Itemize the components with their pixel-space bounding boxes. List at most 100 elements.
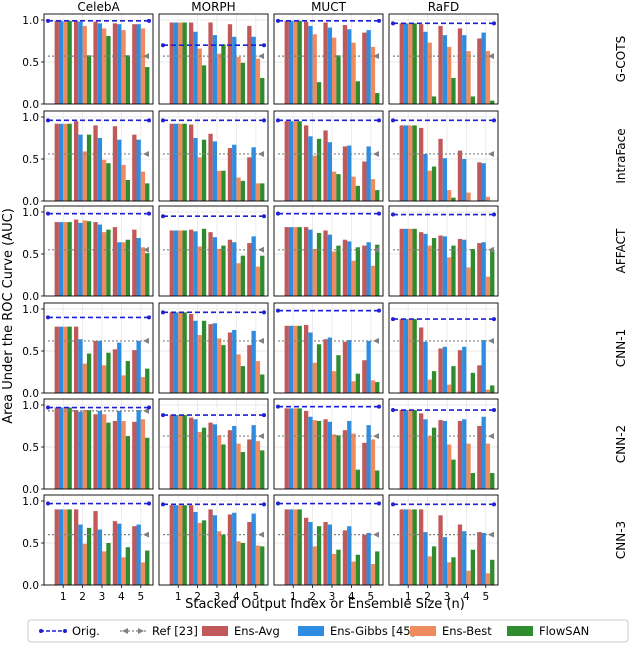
ens-best-bar — [121, 242, 126, 296]
flowsan-bar — [201, 228, 207, 296]
ens-best-bar — [140, 562, 146, 585]
ens-gibbs-bar — [117, 410, 122, 489]
orig-marker — [262, 118, 266, 123]
ens-avg-bar — [284, 121, 289, 201]
ens-gibbs-bar — [251, 513, 256, 585]
flowsan-bar — [490, 559, 495, 585]
orig-marker — [377, 308, 381, 313]
ens-best-bar — [312, 420, 317, 489]
ens-best-bar — [63, 407, 68, 489]
ens-best-bar — [447, 562, 452, 585]
flowsan-bar — [67, 20, 72, 105]
ens-gibbs-bar — [423, 532, 428, 585]
ens-best-bar — [82, 410, 87, 489]
ens-avg-bar — [208, 509, 213, 585]
orig-marker — [161, 502, 165, 507]
ens-gibbs-bar — [288, 325, 294, 393]
ens-gibbs-bar — [117, 139, 122, 201]
ens-avg-bar — [74, 326, 79, 393]
ens-gibbs-bar — [58, 509, 64, 585]
panel-frame — [388, 398, 499, 490]
ens-best-bar — [485, 51, 491, 104]
ens-avg-bar — [227, 332, 233, 393]
ens-gibbs-bar — [347, 241, 352, 296]
x-tick-label: 2 — [424, 591, 431, 603]
ens-avg-bar — [323, 419, 328, 489]
flowsan-bar — [125, 180, 130, 201]
y-tick-label: 0.0 — [22, 99, 39, 111]
ens-gibbs-bar — [212, 35, 217, 105]
ens-avg-bar — [54, 407, 59, 489]
ref-arrow-marker — [258, 433, 264, 440]
flowsan-bar — [125, 239, 130, 296]
orig-marker — [276, 308, 280, 313]
ens-avg-bar — [74, 219, 79, 296]
ens-best-bar — [217, 53, 222, 104]
flowsan-bar — [67, 123, 72, 201]
ens-avg-bar — [362, 442, 367, 489]
ens-gibbs-bar — [308, 136, 313, 201]
ens-best-bar — [370, 179, 376, 201]
ens-avg-bar — [169, 505, 174, 585]
flowsan-bar — [355, 554, 360, 585]
ens-gibbs-bar — [212, 323, 217, 393]
ens-avg-bar — [54, 509, 59, 585]
ens-best-bar — [370, 46, 376, 104]
ens-best-bar — [427, 245, 432, 296]
flowsan-bar — [86, 410, 92, 489]
ens-gibbs-bar — [288, 227, 294, 296]
ens-avg-bar — [208, 422, 213, 489]
panel-frame — [43, 13, 154, 105]
ens-gibbs-bar — [442, 236, 447, 296]
ens-best-bar — [332, 37, 337, 104]
flowsan-bar — [316, 233, 322, 296]
ens-best-bar — [293, 509, 298, 585]
ens-best-bar — [63, 509, 68, 585]
ref-arrow-marker — [143, 531, 149, 538]
orig-marker — [391, 502, 395, 507]
ens-best-bar — [140, 171, 146, 201]
flowsan-bar — [260, 77, 265, 104]
ens-best-bar — [236, 354, 241, 393]
flowsan-bar — [125, 547, 130, 585]
orig-marker — [391, 317, 395, 322]
ens-avg-bar — [323, 339, 328, 393]
x-tick-label: 1 — [290, 591, 297, 603]
ens-avg-bar — [74, 121, 79, 201]
ens-gibbs-bar — [78, 411, 83, 489]
panel-frame — [43, 110, 154, 202]
flowsan-bar — [412, 509, 417, 585]
orig-marker — [492, 502, 496, 507]
flowsan-bar — [221, 170, 226, 201]
ens-gibbs-bar — [136, 24, 141, 105]
ens-best-bar — [370, 380, 376, 393]
panel-frame — [388, 13, 499, 105]
ens-gibbs-bar — [462, 159, 467, 201]
x-tick-label: 2 — [79, 591, 86, 603]
orig-marker — [492, 317, 496, 322]
flowsan-bar — [316, 138, 322, 201]
flowsan-bar — [260, 374, 265, 393]
ref-arrow-marker — [143, 407, 149, 414]
x-tick-label: 2 — [309, 591, 316, 603]
ref-arrow-marker — [373, 337, 379, 344]
ens-avg-bar — [419, 327, 424, 393]
legend-label: Ens-Gibbs [45] — [330, 624, 415, 638]
flowsan-bar — [201, 320, 207, 393]
ens-gibbs-bar — [173, 230, 179, 296]
ref-arrow-marker — [258, 531, 264, 538]
orig-marker — [377, 404, 381, 409]
flowsan-bar — [490, 100, 495, 104]
ens-gibbs-bar — [308, 229, 313, 296]
flowsan-bar — [355, 185, 360, 201]
ens-gibbs-bar — [212, 424, 217, 489]
ref-arrow-marker — [488, 531, 494, 538]
flowsan-bar — [451, 366, 456, 393]
panel-affact-rafd — [388, 205, 499, 297]
flowsan-bar — [145, 550, 150, 585]
ens-best-bar — [485, 389, 491, 393]
orig-marker — [262, 310, 266, 315]
column-title-morph: MORPH — [191, 0, 235, 14]
